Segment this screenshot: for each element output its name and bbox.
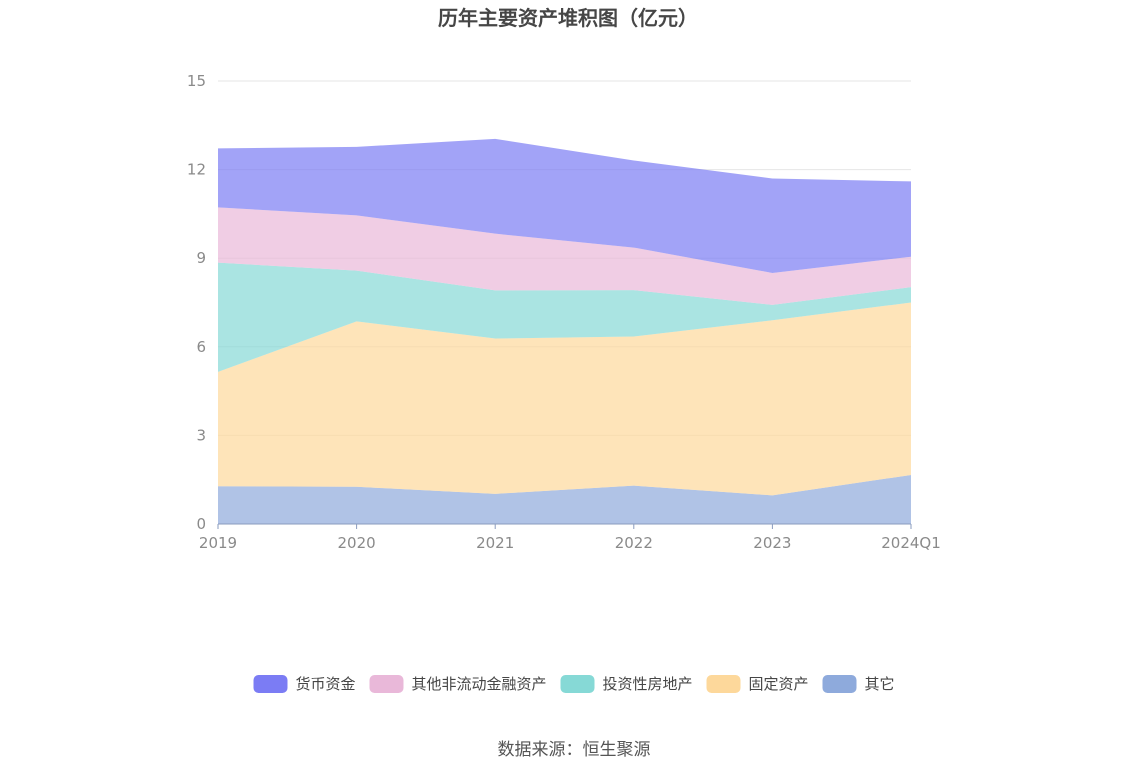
- x-tick-label: 2020: [338, 534, 376, 552]
- area-3[interactable]: [218, 207, 911, 305]
- x-tick-label: 2022: [615, 534, 653, 552]
- legend-label: 固定资产: [749, 675, 809, 693]
- area-0[interactable]: [218, 474, 911, 524]
- legend-item[interactable]: 固定资产: [706, 675, 809, 693]
- legend-item[interactable]: 投资性房地产: [560, 675, 693, 693]
- legend-swatch: [706, 675, 741, 693]
- legend-item[interactable]: 货币资金: [253, 675, 356, 693]
- legend-label: 投资性房地产: [603, 675, 693, 693]
- legend-swatch: [369, 675, 404, 693]
- area-series: [218, 138, 911, 524]
- area-1[interactable]: [218, 302, 911, 496]
- x-tick-label: 2019: [199, 534, 237, 552]
- legend-swatch: [822, 675, 857, 693]
- chart-title: 历年主要资产堆积图（亿元）: [438, 6, 698, 30]
- x-tick-label: 2021: [476, 534, 514, 552]
- y-tick-label: 15: [187, 72, 206, 90]
- area-4[interactable]: [218, 138, 911, 273]
- axes: 2019 2020 2021 2022 2023 2024Q1: [199, 523, 941, 552]
- y-tick-label: 3: [196, 426, 206, 444]
- x-tick-label: 2024Q1: [881, 534, 941, 552]
- legend-label: 其它: [865, 675, 895, 693]
- legend-label: 货币资金: [296, 675, 356, 693]
- data-source: 数据来源：恒生聚源: [498, 740, 651, 760]
- legend[interactable]: 货币资金 其他非流动金融资产 投资性房地产 固定资产 其它: [253, 675, 895, 693]
- legend-item[interactable]: 其它: [822, 675, 895, 693]
- legend-swatch: [253, 675, 288, 693]
- legend-label: 其他非流动金融资产: [412, 675, 547, 693]
- area-2[interactable]: [218, 262, 911, 372]
- legend-swatch: [560, 675, 595, 693]
- y-tick-label: 9: [196, 249, 206, 267]
- y-tick-label: 6: [196, 338, 206, 356]
- x-tick-label: 2023: [753, 534, 791, 552]
- y-tick-label: 12: [187, 161, 206, 179]
- y-tick-label: 0: [196, 515, 206, 533]
- legend-item[interactable]: 其他非流动金融资产: [369, 675, 547, 693]
